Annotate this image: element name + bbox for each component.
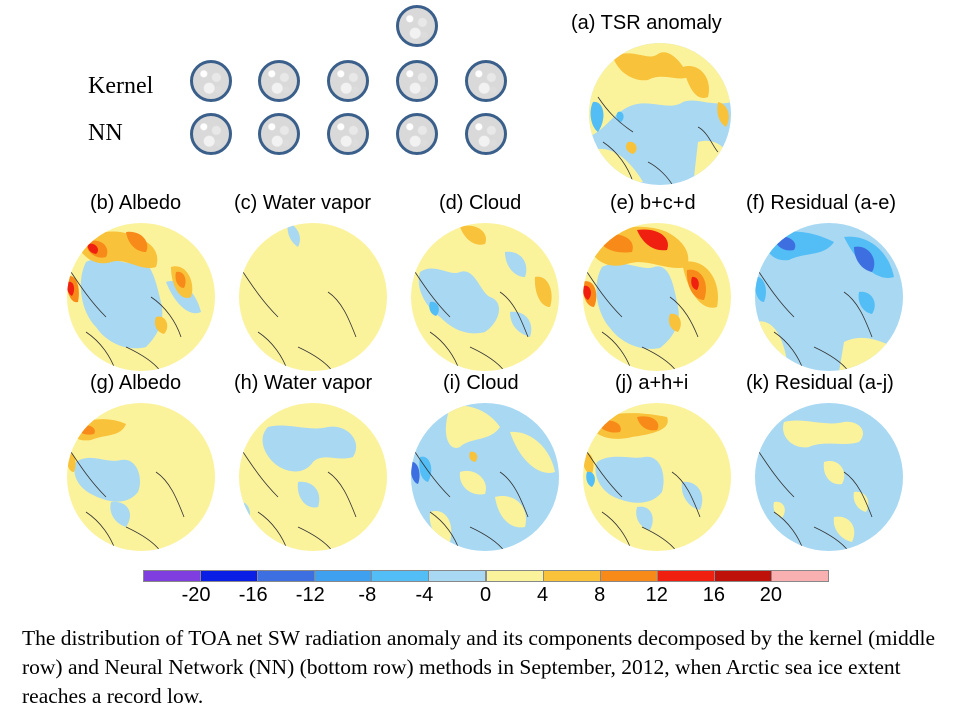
map-g-albedo-nn <box>67 403 215 551</box>
globe-icon-kernel-3 <box>327 60 369 102</box>
map-k-residual-nn <box>755 403 903 551</box>
panel-title-g: (g) Albedo <box>90 372 182 394</box>
row-label-nn: NN <box>88 120 123 146</box>
colorbar-tick-label: -4 <box>415 584 434 606</box>
colorbar-tick-label: 8 <box>594 584 606 606</box>
panel-title-a: (a) TSR anomaly <box>571 12 722 34</box>
colorbar-tick-label: -16 <box>238 584 268 606</box>
colorbar-segment <box>428 570 487 582</box>
colorbar-segment <box>542 570 601 582</box>
map-b-albedo-kernel <box>67 223 215 371</box>
colorbar <box>143 570 829 582</box>
panel-title-f: (f) Residual (a-e) <box>746 192 897 214</box>
globe-icon-nn-5 <box>465 113 507 155</box>
globe-icon-kernel-1 <box>190 60 232 102</box>
colorbar-tick-label: -8 <box>358 584 377 606</box>
map-c-water-vapor-kernel <box>239 223 387 371</box>
panel-title-h: (h) Water vapor <box>234 372 373 394</box>
map-j-a-h-i-nn <box>583 403 731 551</box>
map-f-residual-kernel <box>755 223 903 371</box>
colorbar-segment <box>656 570 715 582</box>
globe-icon-nn-3 <box>327 113 369 155</box>
colorbar-tick-label: -20 <box>181 584 211 606</box>
globe-icon-nn-4 <box>396 113 438 155</box>
globe-icon-kernel-2 <box>258 60 300 102</box>
colorbar-segment <box>599 570 658 582</box>
colorbar-tick-label: 12 <box>645 584 668 606</box>
map-d-cloud-kernel <box>411 223 559 371</box>
colorbar-segment <box>257 570 316 582</box>
panel-title-b: (b) Albedo <box>90 192 182 214</box>
globe-icon-kernel-5 <box>465 60 507 102</box>
colorbar-tick-label: 0 <box>479 584 492 606</box>
colorbar-segment <box>485 570 544 582</box>
map-e-b-c-d-kernel <box>583 223 731 371</box>
colorbar-tick-label: 4 <box>537 584 549 606</box>
colorbar-segment <box>371 570 430 582</box>
panel-title-d: (d) Cloud <box>439 192 522 214</box>
colorbar-segment <box>143 570 202 582</box>
globe-icon-top <box>396 5 438 47</box>
figure-caption: The distribution of TOA net SW radiation… <box>22 626 935 708</box>
panel-title-c: (c) Water vapor <box>234 192 372 214</box>
panel-title-j: (j) a+h+i <box>615 372 689 394</box>
panel-title-i: (i) Cloud <box>443 372 519 394</box>
globe-icon-nn-1 <box>190 113 232 155</box>
colorbar-segment <box>713 570 772 582</box>
panel-title-e: (e) b+c+d <box>610 192 696 214</box>
colorbar-tick-label: 16 <box>702 584 725 606</box>
row-label-kernel: Kernel <box>88 73 154 99</box>
map-a-tsr-anomaly <box>589 43 731 185</box>
panel-title-k: (k) Residual (a-j) <box>746 372 894 394</box>
globe-icon-kernel-4 <box>396 60 438 102</box>
map-h-water-vapor-nn <box>239 403 387 551</box>
colorbar-segment <box>314 570 373 582</box>
colorbar-tick-label: 20 <box>759 584 783 606</box>
colorbar-segment <box>200 570 259 582</box>
globe-icon-nn-2 <box>258 113 300 155</box>
colorbar-segment <box>770 570 829 582</box>
colorbar-tick-label: -12 <box>295 584 325 606</box>
map-i-cloud-nn <box>411 403 559 551</box>
